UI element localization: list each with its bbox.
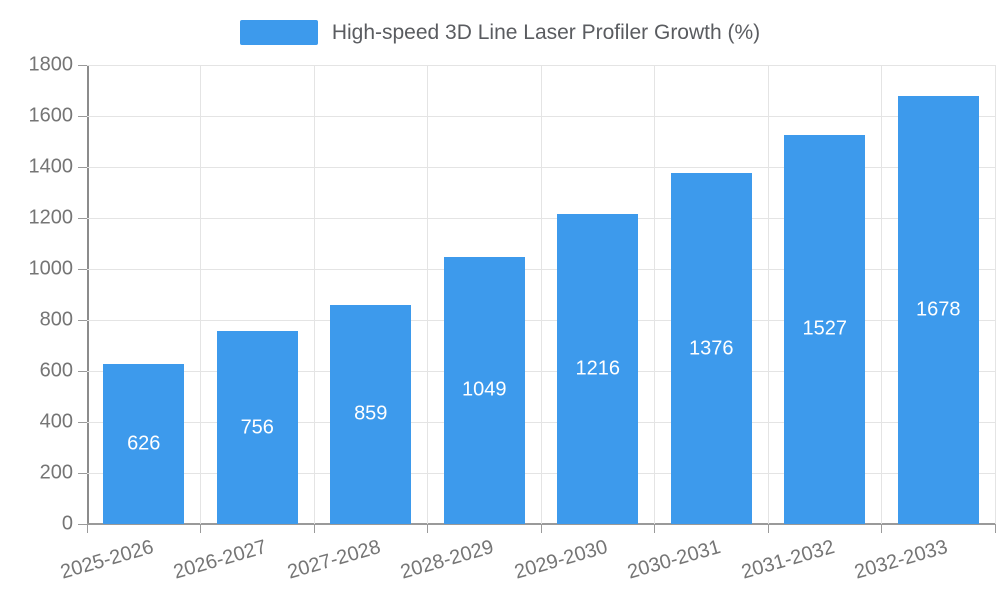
bar-2031-2032[interactable] bbox=[784, 134, 866, 524]
x-tick-label: 2025-2026 bbox=[57, 536, 156, 584]
y-tick-label: 600 bbox=[39, 359, 73, 382]
y-axis-tick bbox=[78, 319, 87, 321]
x-tick-label: 2030-2031 bbox=[625, 536, 724, 584]
gridline-vertical bbox=[200, 65, 201, 524]
x-tick-label: 2027-2028 bbox=[284, 536, 383, 584]
bar-2027-2028[interactable] bbox=[330, 304, 412, 524]
y-tick-label: 0 bbox=[61, 512, 73, 535]
x-axis-tick bbox=[313, 524, 315, 533]
x-tick-label: 2032-2033 bbox=[852, 536, 951, 584]
gridline-vertical bbox=[313, 65, 315, 524]
bar-value-label: 626 bbox=[127, 432, 161, 455]
bar-value-label: 1376 bbox=[689, 337, 734, 360]
gridline-vertical bbox=[427, 65, 428, 524]
y-axis-tick bbox=[78, 217, 87, 219]
y-axis-line bbox=[87, 65, 89, 524]
x-tick-label: 2031-2032 bbox=[738, 536, 837, 584]
x-axis-tick bbox=[767, 524, 769, 533]
x-axis-tick bbox=[200, 524, 201, 533]
x-axis-tick bbox=[654, 524, 655, 533]
y-axis-tick bbox=[78, 166, 87, 168]
bar-value-label: 1049 bbox=[462, 378, 507, 401]
gridline-vertical bbox=[994, 65, 996, 524]
y-tick-label: 800 bbox=[39, 308, 73, 331]
y-axis-tick bbox=[78, 472, 87, 474]
gridline-vertical bbox=[540, 65, 542, 524]
x-axis-tick bbox=[86, 524, 88, 533]
bar-value-label: 1527 bbox=[802, 317, 848, 340]
x-tick-label: 2028-2029 bbox=[398, 536, 497, 584]
bar-value-label: 1216 bbox=[575, 357, 621, 380]
x-axis-tick bbox=[427, 524, 428, 533]
x-axis-tick bbox=[540, 524, 542, 533]
y-axis-tick bbox=[78, 523, 87, 525]
y-tick-label: 1400 bbox=[28, 155, 74, 178]
y-axis-tick bbox=[78, 115, 87, 117]
y-axis-tick bbox=[78, 64, 87, 66]
x-axis-tick bbox=[881, 524, 882, 533]
legend[interactable]: High-speed 3D Line Laser Profiler Growth… bbox=[0, 20, 1000, 45]
bar-2029-2030[interactable] bbox=[557, 213, 639, 524]
x-axis-tick bbox=[994, 524, 996, 533]
y-tick-label: 1200 bbox=[28, 206, 74, 229]
y-tick-label: 1600 bbox=[28, 104, 74, 127]
bar-2026-2027[interactable] bbox=[216, 331, 298, 524]
bar-2028-2029[interactable] bbox=[443, 256, 525, 524]
bar-2032-2033[interactable] bbox=[897, 96, 979, 524]
y-tick-label: 200 bbox=[39, 461, 73, 484]
bar-2030-2031[interactable] bbox=[670, 173, 752, 524]
bar-2025-2026[interactable] bbox=[103, 364, 185, 524]
y-axis-tick bbox=[78, 370, 87, 372]
gridline-vertical bbox=[881, 65, 882, 524]
gridline-vertical bbox=[767, 65, 769, 524]
legend-label: High-speed 3D Line Laser Profiler Growth… bbox=[331, 20, 761, 44]
y-tick-label: 1800 bbox=[28, 53, 74, 76]
x-tick-label: 2029-2030 bbox=[511, 536, 610, 584]
gridline-vertical bbox=[654, 65, 655, 524]
bar-value-label: 756 bbox=[240, 416, 274, 439]
y-axis-tick bbox=[78, 421, 87, 423]
bar-value-label: 1678 bbox=[916, 298, 961, 321]
plot-area: 0 200 400 600 800 1000 1200 1400 1600 1800 626 2025… bbox=[29, 54, 996, 584]
y-tick-label: 1000 bbox=[28, 257, 74, 280]
x-tick-label: 2026-2027 bbox=[171, 536, 270, 584]
y-tick-label: 400 bbox=[39, 410, 73, 433]
legend-swatch bbox=[239, 20, 318, 45]
y-axis-tick bbox=[78, 268, 87, 270]
bar-value-label: 859 bbox=[354, 402, 388, 425]
